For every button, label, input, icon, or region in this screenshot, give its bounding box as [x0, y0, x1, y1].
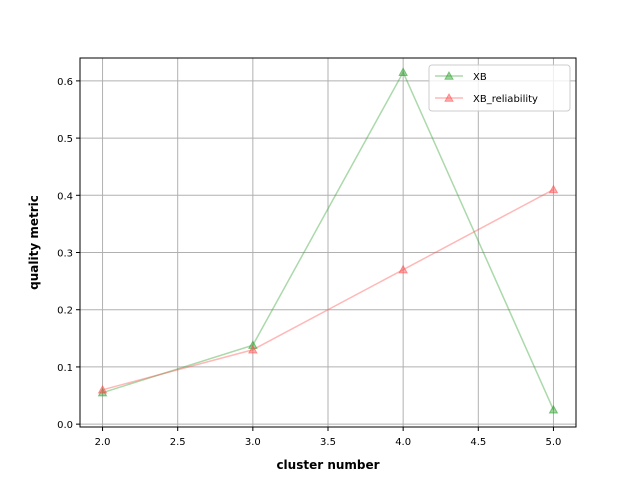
- data-point-0: [97, 387, 108, 397]
- series-lines: [102, 70, 555, 411]
- series-markers: [97, 67, 559, 414]
- y-tick-label: 0.1: [57, 363, 73, 374]
- y-tick-label: 0.5: [57, 134, 73, 145]
- legend-label: XB_reliability: [473, 94, 538, 105]
- y-tick-label: 0.3: [57, 249, 73, 260]
- data-point-1: [398, 264, 409, 274]
- y-tick-label: 0.0: [57, 420, 73, 431]
- legend: XB XB_reliability: [428, 64, 571, 112]
- x-tick-label: 3.5: [320, 437, 336, 448]
- legend-marker: [444, 70, 454, 80]
- y-tick-label: 0.4: [57, 191, 73, 202]
- data-point-1: [548, 184, 559, 194]
- legend-label: XB: [473, 72, 487, 83]
- x-tick-label: 5.0: [546, 437, 562, 448]
- x-axis-title: cluster number: [276, 458, 379, 472]
- legend-box: [428, 64, 571, 112]
- legend-marker: [444, 92, 454, 102]
- y-tick-label: 0.6: [57, 77, 73, 88]
- x-tick-label: 4.0: [395, 437, 411, 448]
- y-axis-title: quality metric: [27, 195, 41, 290]
- data-point-0: [548, 404, 559, 414]
- series-line-1: [102, 188, 554, 391]
- y-tick-label: 0.2: [57, 306, 73, 317]
- x-tick-label: 2.5: [170, 437, 186, 448]
- data-point-1: [97, 384, 108, 394]
- x-tick-label: 2.0: [95, 437, 111, 448]
- series-line-0: [102, 70, 555, 411]
- x-axis-ticks: 2.0 2.5 3.0 3.5 4.0 4.5 5.0: [95, 427, 562, 448]
- data-point-0: [398, 67, 409, 77]
- x-tick-label: 4.5: [470, 437, 486, 448]
- x-tick-label: 3.0: [245, 437, 261, 448]
- y-axis-ticks: 0.0 0.1 0.2 0.3 0.4 0.5 0.6: [57, 77, 80, 431]
- gridlines: [80, 58, 576, 427]
- data-point-1: [247, 344, 258, 354]
